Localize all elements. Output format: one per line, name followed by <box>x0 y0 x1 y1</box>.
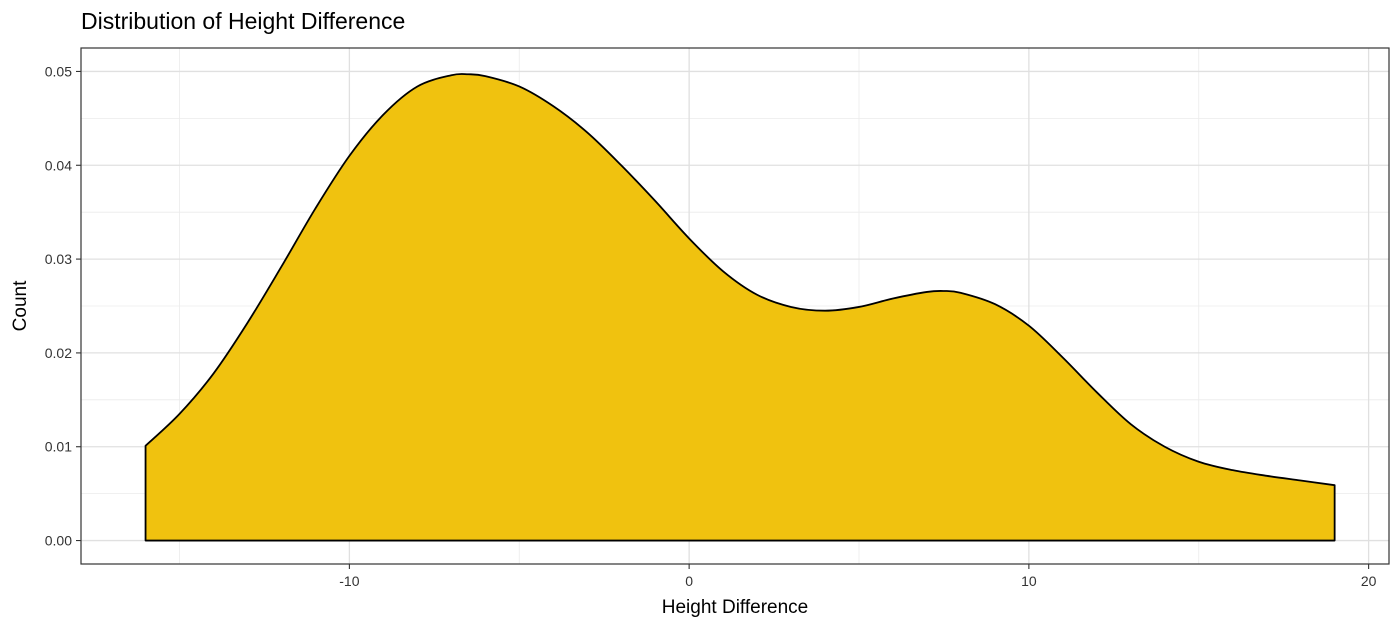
data-layer <box>144 73 1336 542</box>
chart-title: Distribution of Height Difference <box>81 8 405 34</box>
y-tick-label: 0.04 <box>45 157 72 173</box>
y-tick-label: 0.05 <box>45 63 72 79</box>
density-area <box>144 73 1336 542</box>
y-tick-label: 0.00 <box>45 533 72 549</box>
y-axis-title: Count <box>10 280 31 331</box>
x-tick-label: 10 <box>1021 573 1037 589</box>
y-tick-label: 0.03 <box>45 251 72 267</box>
x-tick-label: 20 <box>1361 573 1377 589</box>
axis-ticks: -10 0 10 20 0.00 0.01 0.02 0.03 0.04 0.05 <box>45 63 1377 589</box>
panel-border <box>80 47 1390 565</box>
y-tick-label: 0.01 <box>45 439 72 455</box>
x-axis-title: Height Difference <box>662 597 808 618</box>
x-tick-label: -10 <box>339 573 359 589</box>
y-tick-label: 0.02 <box>45 345 72 361</box>
x-tick-label: 0 <box>685 573 693 589</box>
